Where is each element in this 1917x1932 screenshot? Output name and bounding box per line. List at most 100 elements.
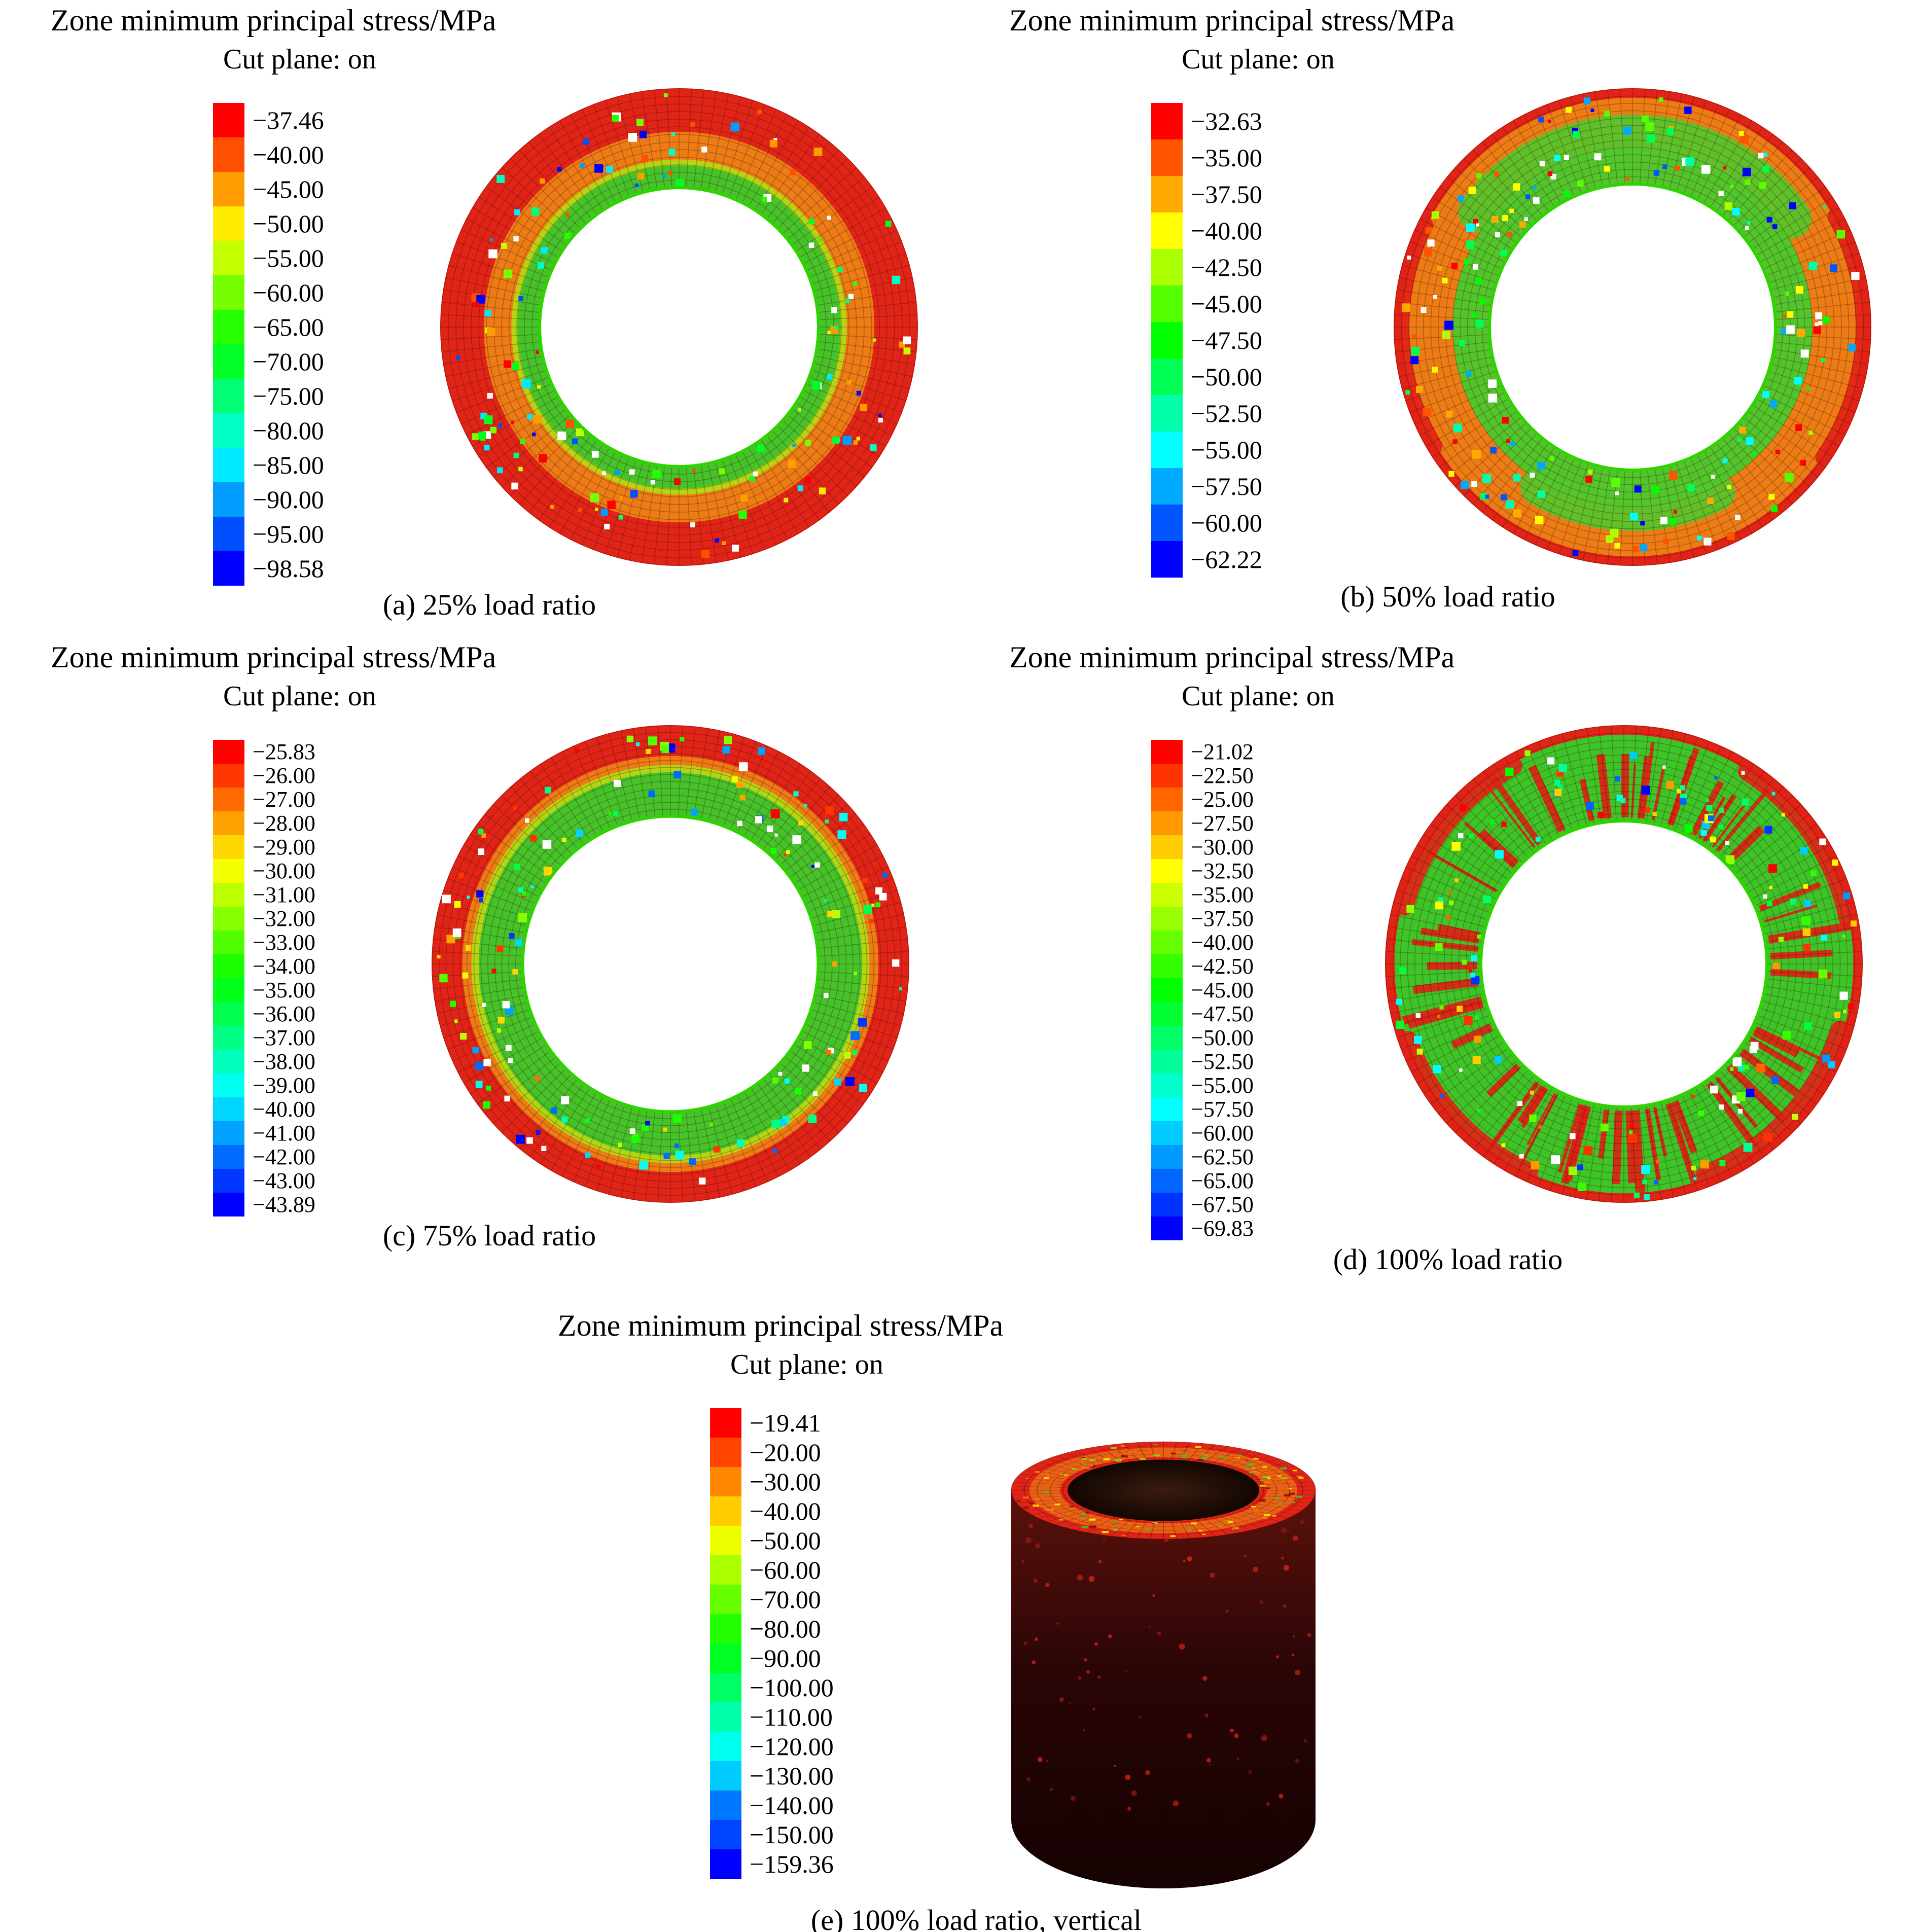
legend-value-label: −62.50 — [1191, 1144, 1254, 1169]
legend-row: −98.58 — [213, 551, 324, 586]
legend-row: −120.00 — [710, 1732, 834, 1761]
legend-value-label: −75.00 — [253, 382, 324, 410]
ring-plot — [431, 725, 909, 1203]
legend-color-swatch — [1151, 395, 1183, 432]
legend-color-swatch — [710, 1408, 741, 1438]
legend-row: −25.00 — [1151, 788, 1254, 811]
legend-color-swatch — [710, 1791, 741, 1820]
legend-color-swatch — [710, 1526, 741, 1555]
legend-value-label: −52.50 — [1191, 399, 1262, 427]
legend-row: −35.00 — [1151, 139, 1262, 176]
legend-row: −65.00 — [1151, 1169, 1254, 1193]
legend-row: −42.50 — [1151, 954, 1254, 978]
legend-color-swatch — [213, 883, 244, 907]
cut-plane-status: Cut plane: on — [1182, 681, 1335, 712]
panel-e: Zone minimum principal stress/MPa Cut pl… — [527, 1308, 1425, 1932]
stress-legend: −21.02 −22.50 −25.00 −27.50 −30.00 −32.50 −35.… — [1151, 740, 1254, 1240]
legend-row: −65.00 — [213, 310, 324, 344]
legend-value-label: −110.00 — [750, 1703, 833, 1731]
legend-value-label: −35.00 — [1191, 144, 1262, 172]
legend-value-label: −60.00 — [1191, 1120, 1254, 1146]
legend-color-swatch — [213, 172, 244, 206]
legend-color-swatch — [213, 1050, 244, 1074]
legend-color-swatch — [213, 811, 244, 835]
legend-value-label: −33.00 — [253, 929, 315, 955]
panel-caption: (c) 75% load ratio — [382, 1219, 596, 1252]
legend-color-swatch — [710, 1438, 741, 1467]
legend-color-swatch — [1151, 1169, 1183, 1193]
legend-row: −37.00 — [213, 1026, 315, 1050]
legend-value-label: −95.00 — [253, 520, 324, 548]
legend-color-swatch — [213, 206, 244, 241]
cut-plane-status: Cut plane: on — [223, 44, 376, 75]
legend-color-swatch — [213, 764, 244, 788]
legend-value-label: −40.00 — [1191, 217, 1262, 245]
legend-color-swatch — [1151, 432, 1183, 468]
legend-color-swatch — [1151, 859, 1183, 883]
legend-row: −130.00 — [710, 1761, 834, 1791]
legend-color-swatch — [1151, 103, 1183, 139]
legend-row: −40.00 — [213, 1097, 315, 1121]
legend-row: −50.00 — [1151, 1026, 1254, 1050]
legend-value-label: −47.50 — [1191, 326, 1262, 354]
legend-color-swatch — [213, 907, 244, 931]
legend-color-swatch — [710, 1555, 741, 1585]
legend-color-swatch — [1151, 788, 1183, 811]
legend-row: −41.00 — [213, 1121, 315, 1145]
panel-title: Zone minimum principal stress/MPa — [51, 640, 496, 674]
legend-value-label: −70.00 — [253, 347, 324, 376]
legend-value-label: −150.00 — [750, 1820, 834, 1849]
legend-row: −47.50 — [1151, 1002, 1254, 1026]
legend-color-swatch — [213, 740, 244, 764]
legend-value-label: −27.00 — [253, 786, 315, 812]
legend-row: −43.00 — [213, 1169, 315, 1193]
panel-a: Zone minimum principal stress/MPa Cut pl… — [20, 3, 958, 622]
legend-color-swatch — [1151, 1217, 1183, 1240]
panel-content: −19.41 −20.00 −30.00 −40.00 −50.00 −60.00 −70.… — [527, 1394, 1425, 1901]
legend-color-swatch — [213, 551, 244, 586]
ring-plot — [1384, 725, 1863, 1203]
legend-value-label: −42.50 — [1191, 253, 1262, 281]
legend-color-swatch — [1151, 1074, 1183, 1097]
stress-legend: −37.46 −40.00 −45.00 −50.00 −55.00 −60.00 −65.… — [213, 103, 324, 586]
legend-value-label: −25.83 — [253, 739, 315, 764]
legend-row: −21.02 — [1151, 740, 1254, 764]
legend-value-label: −120.00 — [750, 1732, 834, 1761]
legend-row: −60.00 — [213, 275, 324, 310]
legend-color-swatch — [710, 1702, 741, 1732]
legend-row: −47.50 — [1151, 322, 1262, 359]
stress-plot — [422, 715, 919, 1212]
legend-color-swatch — [710, 1761, 741, 1791]
legend-color-swatch — [710, 1673, 741, 1702]
legend-color-swatch — [1151, 883, 1183, 907]
legend-value-label: −32.00 — [253, 906, 315, 931]
legend-row: −80.00 — [710, 1614, 834, 1643]
panel-c: Zone minimum principal stress/MPa Cut pl… — [20, 640, 958, 1253]
legend-color-swatch — [1151, 740, 1183, 764]
panel-title: Zone minimum principal stress/MPa — [1009, 4, 1455, 37]
stress-legend: −32.63 −35.00 −37.50 −40.00 −42.50 −45.00 −47.… — [1151, 103, 1262, 578]
legend-row: −40.00 — [1151, 212, 1262, 249]
legend-color-swatch — [710, 1643, 741, 1673]
legend-row: −55.00 — [213, 241, 324, 275]
legend-row: −60.00 — [1151, 1121, 1254, 1145]
legend-row: −110.00 — [710, 1702, 834, 1732]
legend-value-label: −43.89 — [253, 1192, 315, 1217]
legend-row: −35.00 — [213, 978, 315, 1002]
legend-color-swatch — [213, 482, 244, 517]
panel-content: −21.02 −22.50 −25.00 −27.50 −30.00 −32.50 −35.… — [979, 725, 1917, 1240]
legend-value-label: −90.00 — [750, 1644, 821, 1672]
legend-value-label: −57.50 — [1191, 472, 1262, 500]
legend-row: −70.00 — [213, 344, 324, 379]
legend-row: −31.00 — [213, 883, 315, 907]
legend-value-label: −130.00 — [750, 1762, 834, 1790]
legend-color-swatch — [1151, 1050, 1183, 1074]
legend-row: −140.00 — [710, 1791, 834, 1820]
legend-row: −30.00 — [710, 1467, 834, 1496]
legend-row: −40.00 — [1151, 931, 1254, 954]
legend-row: −25.83 — [213, 740, 315, 764]
legend-value-label: −40.00 — [253, 1096, 315, 1122]
cut-plane-status: Cut plane: on — [223, 681, 376, 712]
legend-color-swatch — [213, 931, 244, 954]
